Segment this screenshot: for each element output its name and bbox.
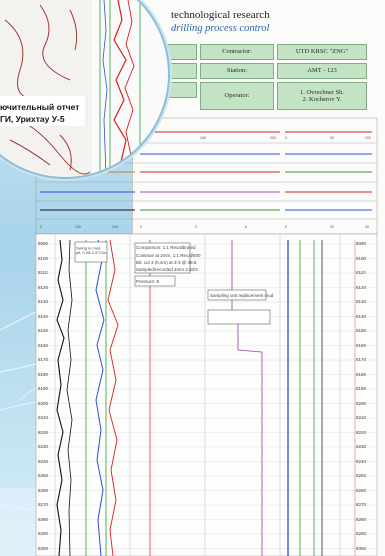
contractor-label: Contractor:: [200, 44, 274, 60]
depth-label: 8220: [356, 429, 367, 435]
depth-label: 8140: [356, 313, 367, 319]
contractor-value: UTD KRSC "ZNG": [277, 44, 367, 60]
depth-label: 8190: [356, 386, 367, 391]
depth-label: 8170: [38, 357, 49, 362]
svg-text:0: 0: [40, 225, 42, 229]
svg-text:3: 3: [195, 225, 197, 229]
svg-text:40: 40: [365, 225, 369, 229]
station-value: AMT - 123: [277, 63, 367, 79]
depth-label: 8090: [356, 241, 367, 246]
depth-label: 8230: [356, 444, 367, 449]
circle-caption-line2: ГИ, Урихтау У-5: [0, 114, 65, 124]
svg-text:20: 20: [330, 225, 334, 229]
depth-label: 8280: [38, 516, 49, 522]
depth-label: 8090: [38, 241, 49, 246]
depth-label: 8120: [38, 284, 49, 290]
track-curve-black-2: [66, 239, 73, 556]
depth-label: 8280: [356, 516, 367, 522]
depth-label: 8210: [356, 415, 367, 420]
depth-label: 8250: [38, 473, 49, 478]
svg-text:50: 50: [330, 136, 334, 140]
operator-label: Operator:: [200, 82, 274, 110]
depth-label: 8150: [38, 328, 49, 333]
operator-value: 1. Ovrechner Sh. 2. Kocherov Y.: [277, 82, 367, 110]
depth-label: 8100: [38, 255, 49, 261]
track-curve-black: [56, 239, 65, 556]
annotation-2: Comparison: 1:1 Recalibrated: [136, 245, 196, 250]
depth-label: 8150: [356, 328, 367, 333]
depth-label: 8190: [38, 386, 49, 391]
operator-value-1: 1. Ovrechner Sh.: [299, 88, 345, 96]
svg-text:0: 0: [285, 136, 287, 140]
track-curve-purple: [231, 240, 263, 556]
depth-label: 8120: [356, 284, 367, 290]
depth-label: 8290: [356, 531, 367, 536]
depth-label: 8180: [38, 371, 49, 377]
track-curve-blue: [95, 239, 105, 556]
depth-label: 8230: [38, 444, 49, 449]
operator-value-2: 2. Kocherov Y.: [302, 96, 342, 103]
document-subtitle: drilling process control: [171, 23, 270, 34]
depth-label: 8270: [356, 502, 367, 507]
depth-label: 8200: [356, 400, 367, 406]
depth-label: 8260: [38, 487, 49, 493]
circle-caption: ючительный отчет ГИ, Урихтау У-5: [0, 101, 79, 125]
depth-label: 8180: [356, 371, 367, 377]
depth-label: 8290: [38, 531, 49, 536]
depth-label: 8240: [356, 458, 367, 464]
annotation-7: Pressure: 8: [136, 279, 160, 284]
annotation-3: Sampling unit replacement mud: [210, 293, 274, 298]
depth-label: 8270: [38, 502, 49, 507]
station-label: Station:: [200, 63, 274, 79]
svg-text:6: 6: [245, 225, 247, 229]
depth-label: 8130: [356, 299, 367, 304]
svg-text:100: 100: [75, 225, 81, 229]
svg-text:200: 200: [112, 225, 118, 229]
depth-label: 8110: [356, 270, 366, 275]
depth-label: 8200: [38, 400, 49, 406]
depth-label: 8110: [38, 270, 48, 275]
depth-label: 8100: [356, 255, 367, 261]
depth-label: 8210: [38, 415, 49, 420]
log-body: [35, 233, 378, 556]
annotation-4: Continue at 2mm, 1:1 Recal/500: [136, 253, 201, 258]
svg-text:200: 200: [270, 136, 276, 140]
svg-text:0: 0: [140, 225, 142, 229]
depth-label: 8250: [356, 473, 367, 478]
depth-label: 8160: [356, 342, 367, 348]
depth-label: 8170: [356, 357, 367, 362]
annotation-5: Bit: cut 3 (0.2m) at 3-3 @ 38.8: [136, 260, 197, 265]
svg-text:0: 0: [285, 225, 287, 229]
depth-label: 8300: [356, 545, 367, 551]
depth-label: 8140: [38, 313, 49, 319]
track-curve-red: [107, 239, 119, 556]
depth-label: 8260: [356, 487, 367, 493]
svg-text:100: 100: [365, 136, 371, 140]
circle-caption-line1: ючительный отчет: [0, 102, 80, 112]
depth-label: 8240: [38, 458, 49, 464]
depth-label: 8300: [38, 545, 49, 551]
annotation-6: Sampled/recorded 2mm 2.60/3: [136, 267, 198, 272]
depth-label: 8160: [38, 342, 49, 348]
svg-text:100: 100: [200, 136, 206, 140]
depth-label: 8130: [38, 299, 49, 304]
annotation-1: Swing in mud pit, 0.08-1.9°C/m: [76, 246, 107, 255]
depth-label: 8220: [38, 429, 49, 435]
document-title: technological research: [171, 9, 270, 21]
